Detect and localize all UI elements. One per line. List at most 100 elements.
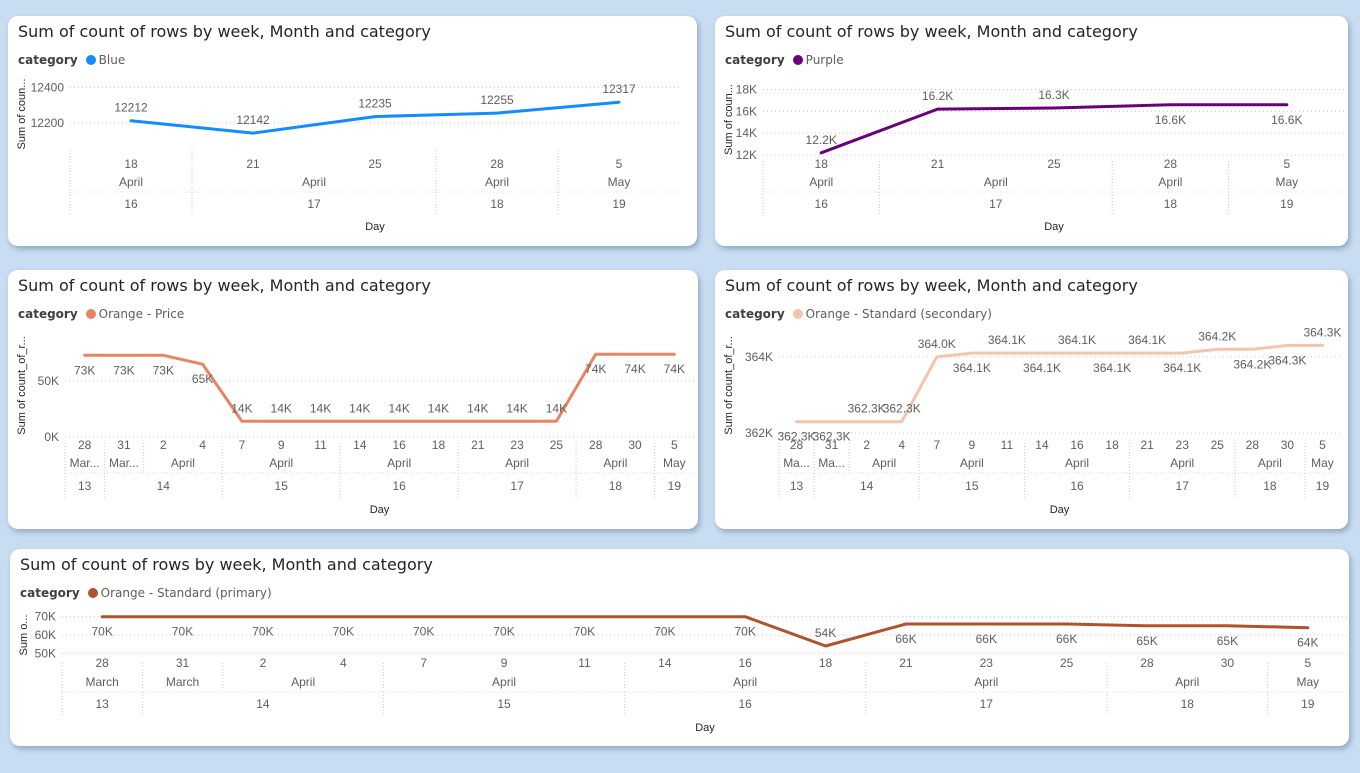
data-point [1306,626,1310,630]
line-chart[interactable]: 0K 50K Sum of count_of_r... 28 31 2 4 7 9 11 14 16 1… [8,270,698,529]
data-point [1225,624,1229,628]
week-label: 17 [989,197,1003,211]
x-tick-label: 28 [589,438,603,452]
data-label: 70K [333,625,354,639]
data-point [795,420,799,424]
chart-card-blue[interactable]: Sum of count of rows by week, Month and … [8,16,697,246]
chart-card-orange-price[interactable]: Sum of count of rows by week, Month and … [8,270,698,529]
data-point [436,419,440,423]
data-point [594,352,598,356]
x-tick-label: 23 [1176,438,1190,452]
data-label: 364.3K [1303,325,1341,339]
chart-legend: category Orange - Standard (secondary) [725,307,992,321]
data-label: 12212 [114,101,148,115]
x-tick-label: 28 [490,157,504,171]
line-chart[interactable]: 362K 364K Sum of count_of_r... 28 31 2 4 7 9 11 14… [715,270,1348,529]
data-point [830,420,834,424]
chart-card-orange-standard-secondary[interactable]: Sum of count of rows by week, Month and … [715,270,1348,529]
data-label: 74K [624,362,645,376]
x-tick-label: 21 [471,438,485,452]
data-point [824,644,828,648]
series-line [83,352,676,423]
chart-card-orange-standard-primary[interactable]: Sum of count of rows by week, Month and … [10,549,1349,746]
x-tick-label: 5 [1283,157,1290,171]
x-tick-label: 14 [1035,438,1049,452]
x-tick-label: 11 [1001,438,1014,452]
week-label: 15 [497,697,511,711]
data-label: 12.2K [806,133,837,147]
chart-title: Sum of count of rows by week, Month and … [725,276,1138,295]
x-tick-label: 28 [1246,438,1260,452]
data-point [819,151,823,155]
data-point [900,420,904,424]
data-label: 54K [815,626,836,640]
y-tick-label: 12400 [31,81,65,95]
data-point [1065,622,1069,626]
chart-card-purple[interactable]: Sum of count of rows by week, Month and … [715,16,1348,246]
month-label: May [608,175,631,189]
week-label: 15 [965,479,979,493]
x-tick-label: 31 [176,656,190,670]
data-label: 70K [413,625,434,639]
chart-title: Sum of count of rows by week, Month and … [20,555,433,574]
x-tick-label: 7 [933,438,940,452]
x-axis-title: Day [1044,221,1064,233]
data-label: 16.6K [1271,113,1302,127]
data-point [1145,351,1149,355]
data-point [161,353,165,357]
data-point [251,131,255,135]
data-label: 73K [153,363,174,377]
x-tick-label: 28 [78,438,92,452]
month-label: April [960,456,984,470]
data-point [582,615,586,619]
data-point [935,355,939,359]
legend-item-label[interactable]: Purple [805,53,844,67]
chart-legend: category Purple [725,53,844,67]
x-tick-label: 25 [1211,438,1225,452]
x-tick-label: 23 [510,438,524,452]
data-label: 12255 [480,93,514,107]
legend-item-label[interactable]: Orange - Price [98,307,185,321]
month-label: April [984,175,1008,189]
week-label: 13 [96,697,110,711]
chart-title: Sum of count of rows by week, Month and … [725,22,1138,41]
data-label: 70K [92,625,113,639]
week-label: 19 [1301,697,1315,711]
data-point [422,615,426,619]
y-tick-label: 70K [35,610,56,624]
legend-item-label[interactable]: Orange - Standard (primary) [100,586,272,600]
data-label: 70K [172,625,193,639]
legend-item-label[interactable]: Blue [98,53,126,67]
month-label: April [1065,456,1089,470]
x-tick-label: 30 [1281,438,1295,452]
chart-legend: category Orange - Standard (primary) [20,586,272,600]
data-label: 14K [271,401,292,415]
x-tick-label: 25 [1047,157,1061,171]
data-point [83,353,87,357]
x-tick-label: 23 [980,656,994,670]
month-label: May [1296,675,1319,689]
data-label: 73K [74,363,95,377]
data-point [1075,351,1079,355]
month-label: Ma... [783,456,810,470]
month-label: April [1175,675,1199,689]
data-point [1052,106,1056,110]
line-chart[interactable]: 50K 60K 70K Sum o... 28 31 2 4 7 9 11 14 16 18 21 23 25 2… [10,549,1349,746]
legend-item-label[interactable]: Orange - Standard (secondary) [805,307,992,321]
data-label: 16.3K [1038,88,1069,102]
data-point [1145,624,1149,628]
x-tick-label: 18 [815,157,829,171]
month-label: April [269,456,293,470]
month-label: April [974,675,998,689]
legend-title: category [725,53,785,67]
month-label: April [171,456,195,470]
data-point [261,615,265,619]
x-tick-label: 5 [671,438,678,452]
data-label: 364.1K [953,361,991,375]
data-point [936,107,940,111]
data-label: 364.2K [1233,357,1271,371]
data-point [672,352,676,356]
week-label: 19 [668,479,682,493]
